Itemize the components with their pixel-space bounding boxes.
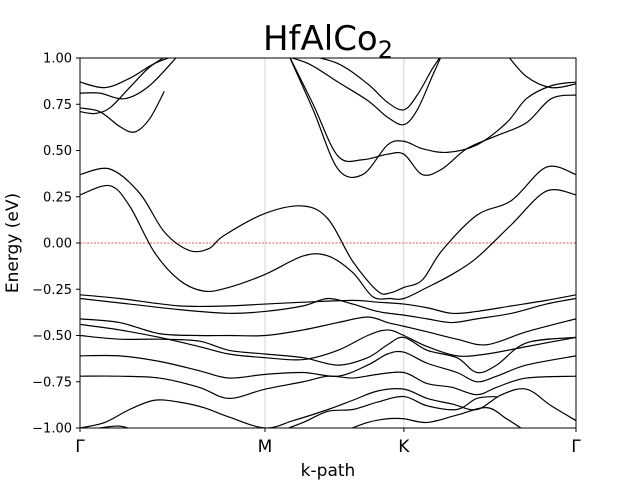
band-line-11 [508,58,576,89]
band-lines [80,58,576,428]
y-tick-label: −0.50 [32,329,72,344]
band-line-15 [80,323,576,361]
band-line-12 [80,294,576,315]
y-tick-label: 1.00 [43,52,72,67]
x-tick-label: Γ [571,437,581,457]
band-line-14 [80,316,576,346]
y-tick-label: 0.75 [43,98,72,113]
band-line-5 [80,165,576,295]
x-axis-label: k-path [301,461,356,480]
band-line-7 [289,58,576,176]
band-line-3 [80,91,165,133]
band-line-9 [289,58,442,126]
x-tick-label: K [398,437,410,457]
y-tick-label: −0.25 [32,283,72,298]
band-line-18 [80,371,576,400]
x-tick-label: Γ [75,437,85,457]
band-line-19 [80,388,576,428]
band-line-1 [80,58,171,89]
y-tick-label: 0.00 [43,237,72,252]
band-line-21 [350,407,522,428]
band-line-20 [286,395,497,428]
y-axis-ticks: 1.00 0.75 0.50 0.25 0.00 −0.25 −0.50 −0.75 −1.00 [32,52,80,437]
band-line-13 [80,297,576,324]
y-tick-label: −1.00 [32,422,72,437]
y-tick-label: −0.75 [32,375,72,390]
band-line-16 [80,334,576,374]
y-tick-label: 0.25 [43,190,72,205]
band-line-2 [80,58,177,100]
chart-title: HfAlCo2 [263,19,393,64]
band-line-22 [96,425,131,428]
x-tick-label: M [258,437,273,457]
band-line-4 [80,58,165,115]
band-line-17 [80,350,576,383]
band-line-10 [317,58,441,111]
band-line-8 [289,58,576,179]
y-tick-label: 0.50 [43,144,72,159]
band-line-6 [80,184,576,300]
y-axis-label: Energy (eV) [3,193,23,293]
